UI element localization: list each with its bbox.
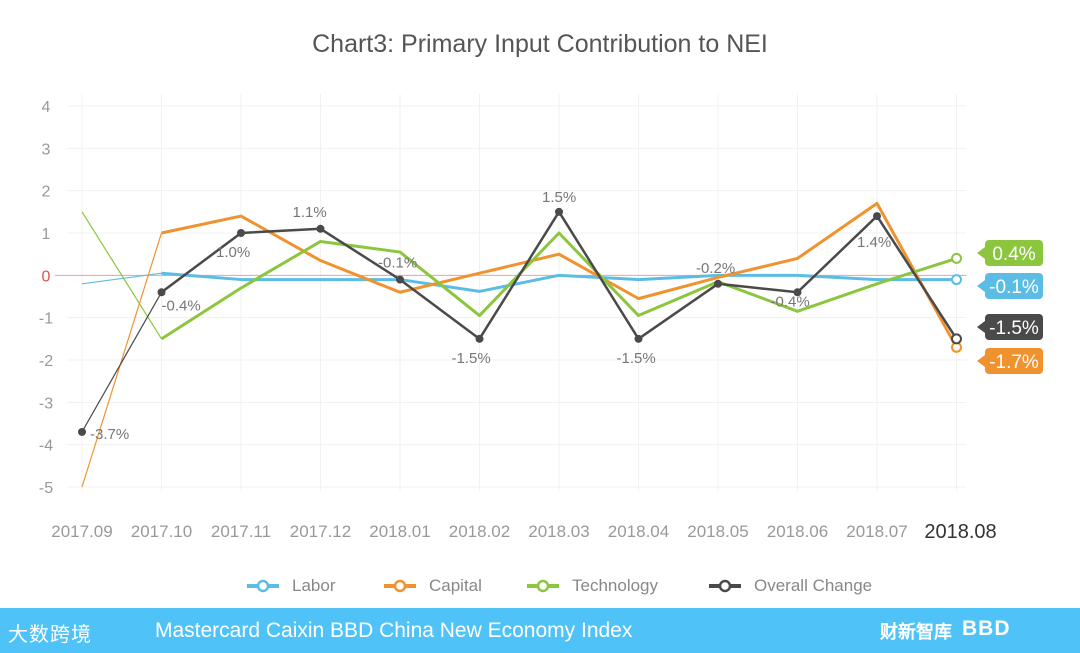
data-label: -0.4%	[162, 297, 201, 314]
data-label: -0.4%	[771, 293, 810, 310]
x-tick-label: 2017.12	[290, 522, 351, 541]
legend-label: Technology	[572, 576, 659, 595]
end-badge-label: -1.5%	[989, 318, 1039, 339]
end-point	[951, 333, 962, 345]
end-badge	[985, 240, 1043, 266]
footer-brand-caixin: 财新智库	[880, 622, 952, 642]
data-point	[237, 229, 245, 237]
y-tick-label: 2	[42, 184, 51, 201]
data-point	[157, 288, 166, 297]
legend-label: Capital	[429, 576, 482, 595]
x-tick-label: 2018.02	[449, 522, 510, 541]
series-line	[160, 231, 957, 341]
data-point	[793, 288, 802, 297]
badge-pointer	[977, 280, 985, 292]
data-point	[555, 207, 563, 216]
series-line-start	[81, 232, 163, 488]
legend-item: Capital	[383, 574, 482, 598]
badge-pointer	[977, 321, 985, 333]
x-tick-label: 2018.08	[924, 521, 996, 543]
x-tick-label: 2018.03	[528, 522, 589, 541]
data-point	[78, 427, 86, 436]
badge-pointer	[977, 355, 985, 367]
y-tick-label: 3	[42, 141, 51, 158]
data-point	[475, 334, 484, 343]
series-line-start	[81, 291, 163, 433]
end-point	[951, 252, 962, 264]
series-line-start	[81, 211, 163, 340]
data-label: -1.5%	[452, 350, 491, 367]
x-tick-label: 2017.10	[131, 522, 192, 541]
series-line	[161, 271, 957, 293]
x-tick-label: 2017.11	[211, 522, 271, 541]
legend-item: Technology	[526, 574, 658, 598]
legend-swatch	[527, 579, 559, 593]
chart-title: Chart3: Primary Input Contribution to NE…	[312, 30, 768, 58]
data-label: -0.2%	[696, 260, 735, 277]
end-badge-label: 0.4%	[992, 244, 1035, 265]
x-tick-label: 2018.01	[369, 522, 430, 541]
x-tick-label: 2018.04	[608, 522, 669, 541]
chart-legend: Labor Capital Technology Overall Change	[0, 574, 1080, 598]
data-point	[396, 275, 404, 284]
legend-swatch	[709, 579, 741, 593]
legend-swatch	[384, 579, 416, 593]
footer-banner: 大数跨境 Mastercard Caixin BBD China New Eco…	[0, 608, 1080, 653]
data-label: 1.4%	[857, 234, 891, 251]
legend-swatch	[247, 579, 279, 593]
badge-pointer	[977, 247, 985, 259]
y-tick-label: 0	[42, 268, 51, 285]
x-tick-label: 2017.09	[51, 522, 112, 541]
series-line	[161, 201, 958, 349]
data-point	[714, 279, 722, 288]
data-label: 1.0%	[216, 244, 250, 261]
end-badge	[985, 314, 1043, 340]
end-badge	[985, 348, 1043, 374]
end-badge	[985, 273, 1043, 299]
data-label: -3.7%	[90, 426, 129, 443]
data-label: 1.1%	[293, 204, 327, 221]
y-tick-label: 4	[42, 99, 51, 116]
data-point	[634, 334, 643, 343]
footer-brand-bbd: BBD	[962, 617, 1011, 640]
y-tick-label: -3	[39, 395, 53, 412]
footer-logo: 大数跨境	[8, 624, 92, 646]
y-tick-label: -4	[39, 438, 53, 455]
data-point	[873, 212, 881, 221]
y-tick-label: -2	[39, 353, 53, 370]
data-point	[316, 224, 325, 233]
y-tick-label: 1	[42, 226, 51, 243]
data-label: 1.5%	[542, 189, 576, 206]
data-label: -1.5%	[617, 350, 656, 367]
legend-label: Labor	[292, 576, 336, 595]
y-tick-label: -5	[39, 480, 53, 497]
x-tick-label: 2018.06	[767, 522, 828, 541]
chart-plot: 4 3 2 1 0 -1 -2 -3 -4 -5 2017.09 2017.10 2017.11 2017…	[39, 94, 1043, 543]
end-badge-label: -1.7%	[989, 352, 1039, 373]
end-badge-label: -0.1%	[989, 277, 1039, 298]
end-point	[951, 274, 962, 286]
footer-title: Mastercard Caixin BBD China New Economy …	[155, 619, 633, 642]
legend-label: Overall Change	[754, 576, 873, 595]
y-tick-label: -1	[39, 311, 53, 328]
legend-item: Labor	[246, 574, 335, 598]
data-label: -0.1%	[378, 255, 417, 272]
legend-item: Overall Change	[708, 574, 872, 598]
x-tick-label: 2018.05	[687, 522, 748, 541]
x-tick-label: 2018.07	[846, 522, 907, 541]
